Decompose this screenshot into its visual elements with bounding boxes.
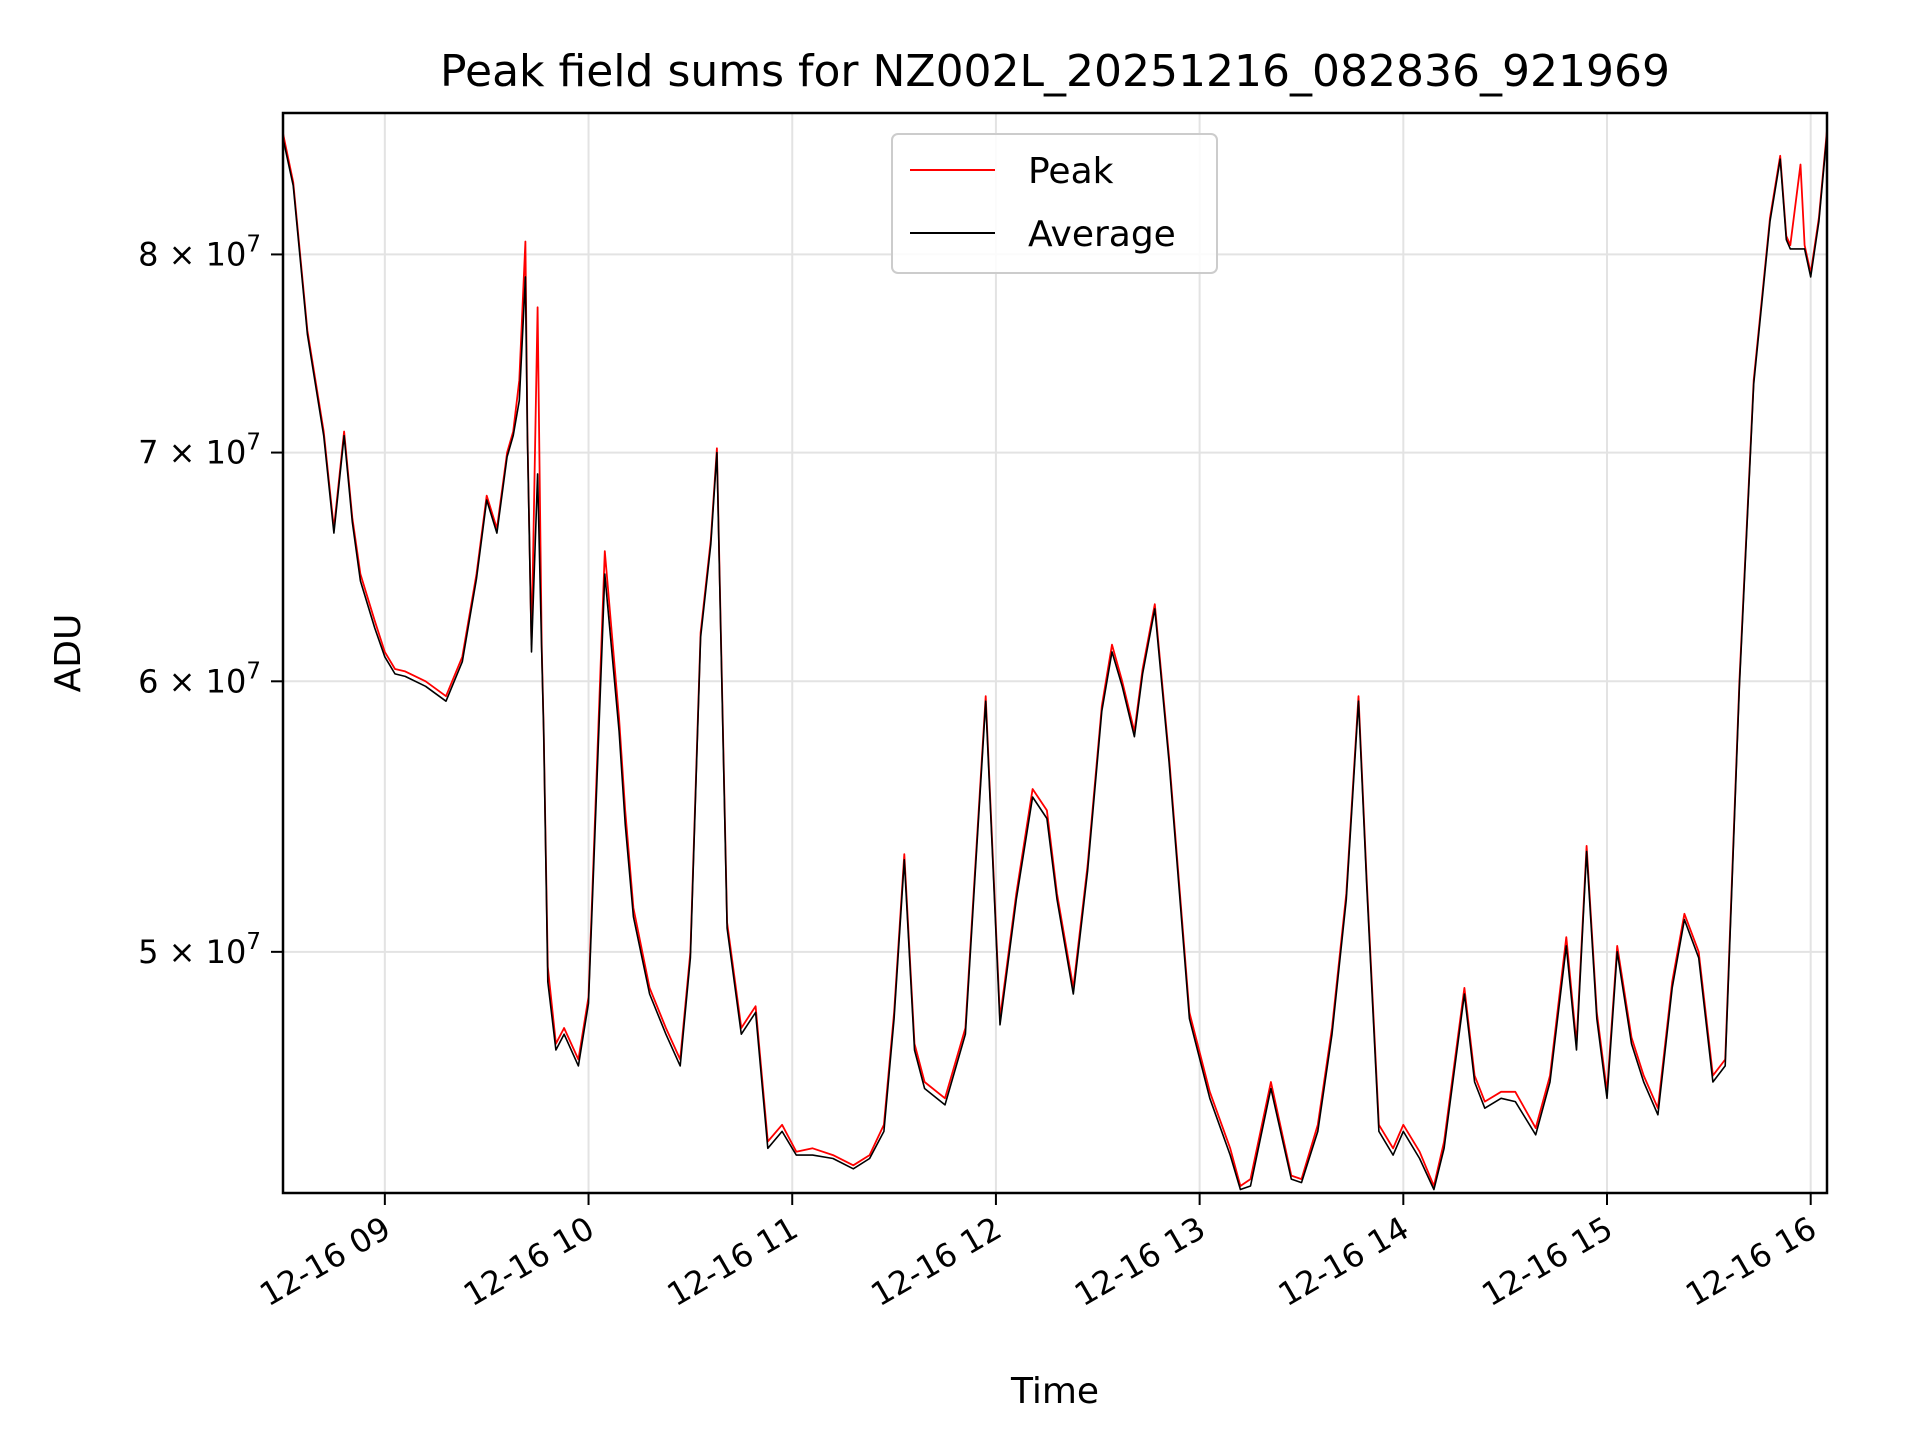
y-axis-label: ADU xyxy=(48,614,89,693)
y-tick-times: × 10 xyxy=(158,235,246,273)
y-tick-times: × 10 xyxy=(158,662,246,700)
y-tick-label-base: 7 × 107 xyxy=(138,430,261,472)
y-tick-label: 8 × 107 xyxy=(138,231,261,273)
y-tick-mantissa: 8 xyxy=(138,235,158,273)
series-layer xyxy=(282,129,1828,1191)
y-tick-label: 5 × 107 xyxy=(138,929,261,971)
legend-label-average: Average xyxy=(1028,214,1176,255)
legend: Peak Average xyxy=(891,133,1218,274)
plot-area-frame xyxy=(281,111,1829,1195)
y-tick-mantissa: 6 xyxy=(138,662,158,700)
y-tick-times: × 10 xyxy=(158,434,246,472)
legend-box xyxy=(891,133,1218,274)
y-tick-label: 7 × 107 xyxy=(138,430,261,472)
y-tick-exponent: 7 xyxy=(246,929,261,955)
y-tick-label-base: 8 × 107 xyxy=(138,231,261,273)
y-tick-exponent: 7 xyxy=(246,430,261,456)
chart-title: Peak field sums for NZ002L_20251216_0828… xyxy=(440,46,1670,97)
legend-label-peak: Peak xyxy=(1028,151,1114,192)
y-tick-label: 6 × 107 xyxy=(138,658,261,700)
x-axis-label: Time xyxy=(1010,1371,1099,1412)
y-tick-exponent: 7 xyxy=(246,231,261,257)
y-tick-mantissa: 7 xyxy=(138,434,158,472)
y-tick-label-base: 6 × 107 xyxy=(138,658,261,700)
series-line-average xyxy=(282,133,1828,1191)
y-tick-mantissa: 5 xyxy=(138,933,158,971)
grid xyxy=(283,113,1827,1193)
y-tick-label-base: 5 × 107 xyxy=(138,929,261,971)
y-tick-exponent: 7 xyxy=(246,658,261,684)
y-tick-times: × 10 xyxy=(158,933,246,971)
